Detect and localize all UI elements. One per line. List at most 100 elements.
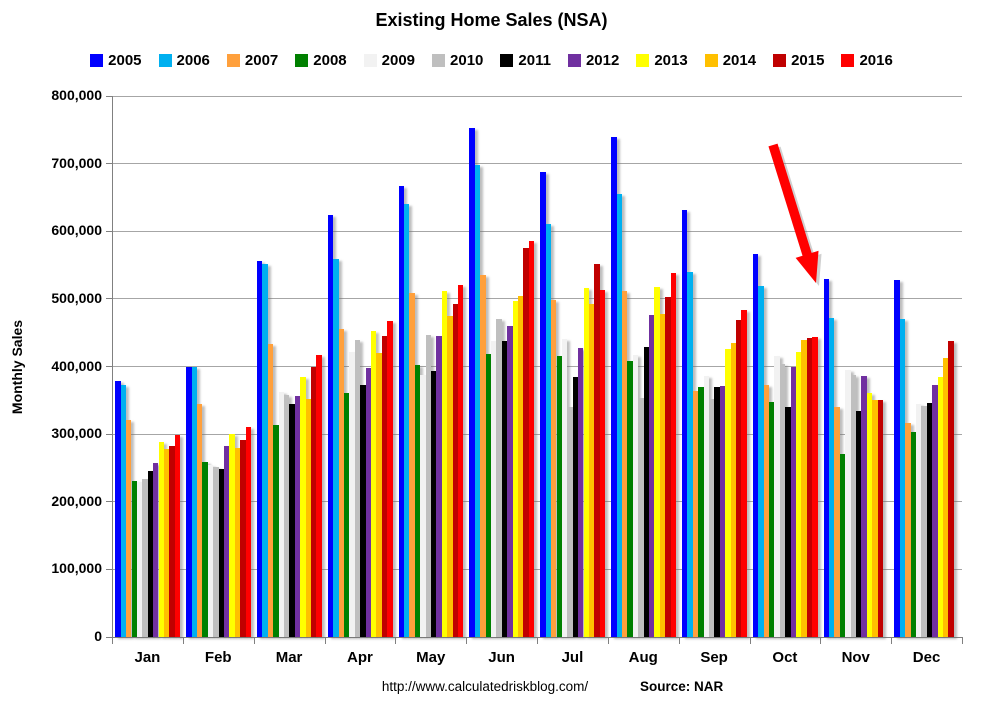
bar-2012-Apr: [365, 367, 371, 637]
legend-label: 2007: [244, 52, 279, 69]
legend-swatch-icon: [363, 54, 377, 67]
bar-2010-Feb: [213, 466, 219, 637]
bar-2012-Oct: [790, 367, 796, 637]
legend-swatch-icon: [295, 54, 309, 67]
legend-label: 2012: [585, 52, 620, 69]
legend-swatch-icon: [841, 54, 855, 67]
y-tick-mark: [106, 298, 112, 300]
bar-2009-Sep: [703, 375, 709, 637]
bar-2006-Jan: [120, 385, 127, 637]
x-tick-mark: [962, 638, 963, 644]
x-tick-label-Mar: Mar: [275, 649, 303, 666]
legend-label: 2008: [313, 52, 347, 69]
bar-2005-Jan: [115, 380, 121, 637]
x-tick-label-Nov: Nov: [841, 649, 870, 666]
x-tick-mark: [112, 638, 113, 644]
bar-2014-Feb: [234, 448, 241, 637]
bar-2007-Jun: [480, 275, 486, 637]
bar-2010-May: [425, 334, 432, 637]
bar-2013-Jan: [158, 441, 164, 637]
legend-label: 2009: [381, 52, 416, 69]
legend-item-2010: 2010: [432, 52, 483, 69]
gridline: [112, 298, 962, 300]
bar-2005-Jul: [540, 171, 546, 637]
x-tick-label-Aug: Aug: [628, 649, 658, 666]
x-tick-mark: [607, 638, 609, 644]
bar-2007-Aug: [621, 291, 628, 637]
bar-2015-Dec: [948, 341, 954, 637]
legend-label: 2013: [654, 52, 688, 69]
y-tick-label: 400,000: [51, 357, 102, 374]
legend: 2005 2006 2007 2008 2009 2010 2011 2012 2013 2014…: [0, 52, 983, 69]
legend-swatch-icon: [158, 54, 172, 67]
bar-2010-Mar: [283, 394, 290, 637]
legend-label: 2014: [722, 52, 757, 69]
bar-2007-Nov: [834, 407, 840, 637]
chart-title: Existing Home Sales (NSA): [375, 10, 608, 30]
bar-2016-Mar: [316, 355, 322, 637]
bar-2011-Oct: [785, 407, 791, 637]
bar-2008-Jul: [556, 355, 562, 637]
bar-2013-May: [441, 291, 448, 637]
legend-label: 2006: [176, 52, 210, 69]
bar-2014-Apr: [376, 352, 382, 637]
bar-2009-Jul: [561, 338, 568, 637]
x-tick-mark: [466, 638, 468, 644]
bar-2006-Feb: [191, 367, 197, 637]
bar-2015-Jan: [169, 446, 175, 637]
bar-2010-Jun: [496, 319, 502, 637]
bar-2009-Jan: [136, 482, 143, 637]
gridline: [112, 230, 962, 232]
x-tick-mark: [891, 638, 893, 644]
bar-2011-Nov: [856, 411, 862, 637]
bar-2010-Dec: [921, 406, 927, 637]
bar-2013-Feb: [229, 434, 235, 637]
bar-2016-Feb: [245, 427, 251, 637]
bar-2016-Jul: [599, 290, 606, 637]
bar-2009-Aug: [632, 355, 639, 637]
bar-2011-Dec: [926, 403, 933, 637]
bar-2007-Mar: [267, 344, 274, 637]
bar-2015-Jun: [523, 248, 529, 637]
legend-swatch-icon: [226, 54, 240, 67]
y-tick-label: 600,000: [51, 222, 102, 239]
bar-2011-Jun: [501, 340, 508, 637]
legend-swatch-icon: [500, 54, 514, 67]
x-tick-label-Sep: Sep: [700, 649, 728, 666]
bar-2010-Jul: [567, 407, 573, 637]
bar-2009-Jun: [491, 341, 497, 637]
x-tick-label-May: May: [416, 649, 446, 666]
bar-2008-Sep: [698, 387, 704, 637]
legend-item-2009: 2009: [363, 52, 416, 69]
bar-2009-Apr: [349, 351, 355, 637]
bar-2005-Apr: [327, 215, 334, 637]
bar-2013-Jul: [583, 288, 589, 637]
y-tick-label: 100,000: [51, 560, 102, 577]
bar-2012-Aug: [648, 315, 655, 637]
bar-2012-Dec: [932, 384, 938, 637]
bar-2007-Oct: [763, 385, 769, 637]
legend-item-2011: 2011: [500, 52, 551, 69]
bar-2007-Jul: [551, 300, 557, 637]
bar-2009-May: [420, 374, 426, 637]
legend-item-2006: 2006: [158, 52, 210, 69]
bar-2006-Jun: [474, 164, 481, 637]
bar-2010-Aug: [638, 398, 644, 637]
bar-2009-Nov: [845, 369, 851, 637]
bar-2011-Jul: [572, 377, 579, 637]
x-tick-mark: [253, 638, 255, 644]
bar-2014-Nov: [872, 399, 878, 637]
bar-2015-Apr: [381, 336, 388, 637]
bar-2016-Jan: [174, 434, 181, 637]
bar-2014-Jan: [163, 449, 170, 637]
y-tick-mark: [106, 95, 112, 97]
legend-label: 2016: [859, 52, 893, 69]
bar-2008-Apr: [344, 392, 350, 637]
bar-2015-Sep: [735, 319, 742, 637]
bar-2015-Feb: [240, 440, 246, 637]
gridline: [112, 366, 962, 367]
y-tick-label: 500,000: [51, 289, 102, 306]
bar-2010-Oct: [779, 363, 786, 637]
bar-2010-Jan: [142, 478, 148, 637]
